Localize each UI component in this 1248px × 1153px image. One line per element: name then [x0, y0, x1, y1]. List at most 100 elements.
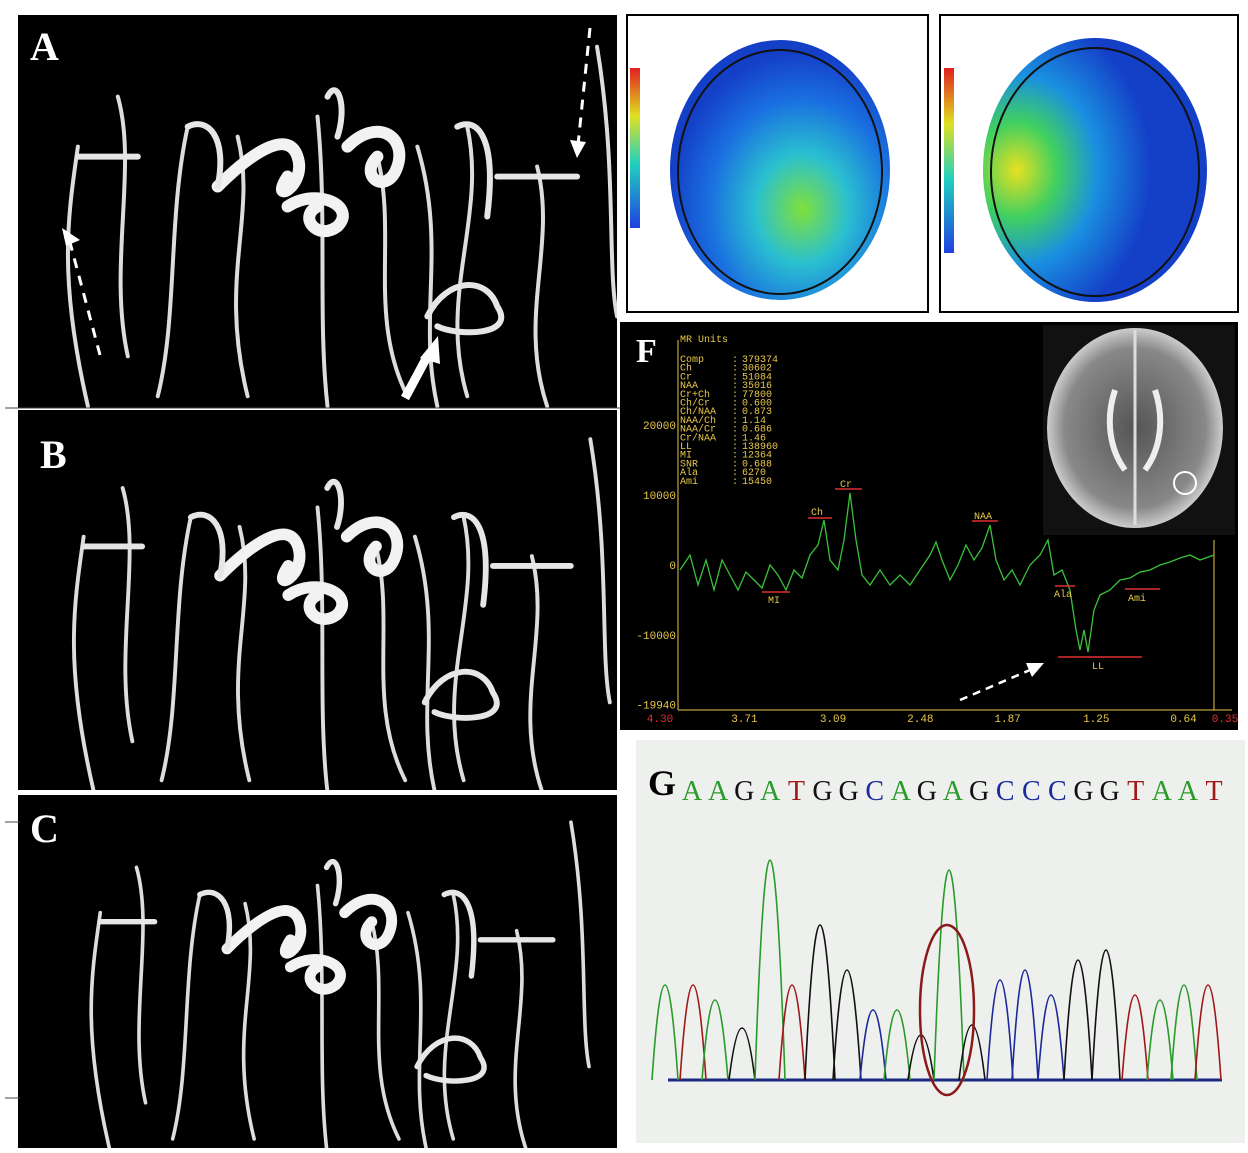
panel-label: G	[648, 763, 676, 803]
metric-value: 35016	[742, 381, 772, 392]
units-label: MR Units	[680, 334, 728, 346]
base-letter: A	[760, 776, 781, 807]
peak-label: MI	[768, 596, 780, 607]
panel-label: D	[665, 36, 694, 81]
metric-value: 0.686	[742, 425, 772, 436]
metric-value: 51084	[742, 372, 772, 383]
metric-value: 1.46	[742, 433, 766, 444]
metric-sep: :	[732, 459, 738, 470]
base-letter: G	[917, 776, 937, 807]
metric-value: 0.873	[742, 407, 772, 418]
metric-value: 0.600	[742, 399, 772, 410]
x-tick-label: 0.64	[1170, 714, 1197, 726]
metric-value: 77800	[742, 390, 772, 401]
metric-sep: :	[732, 433, 738, 444]
base-letter: T	[788, 776, 805, 807]
chromatogram	[651, 859, 1222, 1081]
metric-value: 379374	[742, 355, 778, 366]
metric-value: 30602	[742, 364, 772, 375]
peak-label: Ami	[1128, 593, 1146, 605]
metric-value: 1.14	[742, 416, 766, 427]
x-tick-label: 0.35	[1212, 714, 1238, 726]
metric-value: 0.688	[742, 459, 772, 470]
metric-name: Cr+Ch	[680, 389, 710, 401]
metric-sep: :	[732, 477, 738, 488]
metric-name: NAA/Ch	[680, 415, 716, 427]
base-letter: T	[1205, 776, 1222, 807]
metric-value: 138960	[742, 442, 778, 453]
x-tick-label: 3.71	[731, 714, 758, 726]
dashed-arrow	[66, 234, 102, 356]
peak-label: LL	[1092, 662, 1104, 673]
metric-value: 6270	[742, 468, 766, 479]
x-tick-label: 1.25	[1083, 714, 1109, 726]
base-letter: C	[1022, 776, 1041, 807]
base-letter: A	[708, 776, 729, 807]
color-bar	[630, 68, 640, 228]
metric-sep: :	[732, 416, 738, 427]
metric-sep: :	[732, 390, 738, 401]
metric-name: Comp	[680, 355, 704, 366]
metric-sep: :	[732, 399, 738, 410]
metric-name: Ami	[680, 476, 698, 488]
x-tick-label: 1.87	[994, 714, 1020, 726]
dashed-arrow	[576, 27, 592, 146]
metric-sep: :	[732, 381, 738, 392]
peak-label: Cr	[840, 480, 852, 491]
voxel-marker	[1173, 471, 1197, 495]
base-letter: A	[891, 776, 912, 807]
panel-label: C	[30, 806, 59, 851]
y-tick-label: 20000	[643, 421, 676, 433]
base-letter: G	[734, 776, 754, 807]
metric-name: Ch	[680, 363, 692, 375]
peak-label: Ala	[1054, 589, 1072, 601]
metric-value: 15450	[742, 477, 772, 488]
base-letter: C	[865, 776, 884, 807]
skull-outline	[677, 49, 883, 295]
color-bar	[944, 68, 954, 253]
metric-name: NAA/Cr	[680, 424, 716, 436]
panel-label: B	[40, 432, 67, 477]
base-letter: T	[1127, 776, 1144, 807]
dashed-arrow	[959, 668, 1031, 702]
metric-name: Ala	[680, 467, 698, 479]
spectrum-trace	[679, 492, 1215, 653]
peak-label: Ch	[811, 507, 823, 519]
peak-label: NAA	[974, 512, 992, 523]
base-letter: A	[1178, 776, 1199, 807]
base-letter: G	[1073, 776, 1093, 807]
metric-name: Ch/Cr	[680, 398, 710, 410]
metric-name: MI	[680, 451, 692, 462]
mutation-highlight	[918, 923, 976, 1097]
metric-sep: :	[732, 442, 738, 453]
metric-name: LL	[680, 442, 692, 453]
metric-sep: :	[732, 425, 738, 436]
peak-markers	[762, 488, 1160, 658]
x-tick-label: 4.30	[647, 714, 673, 726]
skull-outline	[990, 47, 1200, 297]
x-tick-label: 2.48	[907, 714, 933, 726]
arrow	[401, 352, 432, 401]
metric-name: SNR	[680, 459, 698, 470]
arrow-head	[420, 336, 440, 364]
base-letter: G	[969, 776, 989, 807]
metric-name: Ch/NAA	[680, 406, 716, 418]
base-letter: G	[838, 776, 858, 807]
base-letter: A	[1152, 776, 1173, 807]
arrow-head	[1026, 663, 1044, 677]
metric-sep: :	[732, 451, 738, 462]
y-tick-label: 10000	[643, 491, 676, 503]
y-tick-label: -10000	[636, 631, 676, 643]
base-letter: G	[1099, 776, 1119, 807]
perfusion-map	[670, 40, 890, 300]
panel-f: MI Ch Cr NAA Ala LL Ami MR Units F Comp:…	[620, 322, 1238, 730]
metric-sep: :	[732, 372, 738, 383]
metric-sep: :	[732, 468, 738, 479]
metric-name: Cr/NAA	[680, 432, 716, 444]
metric-sep: :	[732, 407, 738, 418]
ventricles	[1106, 389, 1164, 472]
arrow-head	[62, 228, 80, 246]
panel-label: F	[636, 333, 657, 370]
base-letter: G	[812, 776, 832, 807]
